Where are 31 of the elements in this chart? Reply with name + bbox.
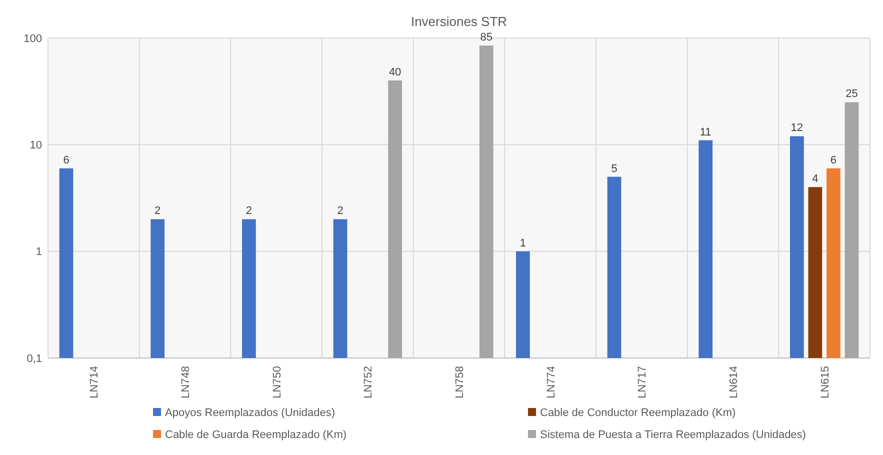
x-tick-label: LN748 [180,366,192,398]
x-tick-label: LN714 [88,366,101,398]
x-tick-label: LN758 [454,366,466,398]
data-label: 12 [790,122,804,134]
data-label: 2 [246,205,252,218]
legend-label: Cable de Guarda Reemplazado (Km) [165,429,347,441]
x-tick-label: LN615 [819,366,832,398]
data-label: 25 [846,88,858,100]
y-tick-label: 100 [24,32,42,45]
chart-title: Inversiones STR [410,14,508,29]
data-label: 6 [830,154,837,166]
y-tick-label: 1 [36,246,42,258]
x-tick-label: LN750 [271,366,284,398]
x-tick-label: LN614 [728,366,740,398]
data-label: 6 [63,154,70,166]
y-tick-label: 10 [30,140,42,152]
data-label: 2 [337,205,344,218]
data-label: 40 [388,66,402,78]
data-label: 2 [154,205,161,218]
x-tick-label: LN717 [636,366,649,398]
data-label: 11 [700,126,712,138]
x-tick-label: LN752 [362,366,375,398]
legend-label: Apoyos Reemplazados (Unidades) [165,407,335,419]
x-tick-label: LN774 [545,366,558,398]
data-label: 5 [611,162,618,175]
data-label: 4 [812,173,818,186]
data-label: 1 [520,237,526,250]
legend-label: Cable de Conductor Reemplazado (Km) [540,407,736,419]
legend-label: Sistema de Puesta a Tierra Reemplazados (Unidades) [540,429,806,441]
y-tick-label: 0,1 [26,352,42,365]
data-label: 85 [480,32,493,44]
